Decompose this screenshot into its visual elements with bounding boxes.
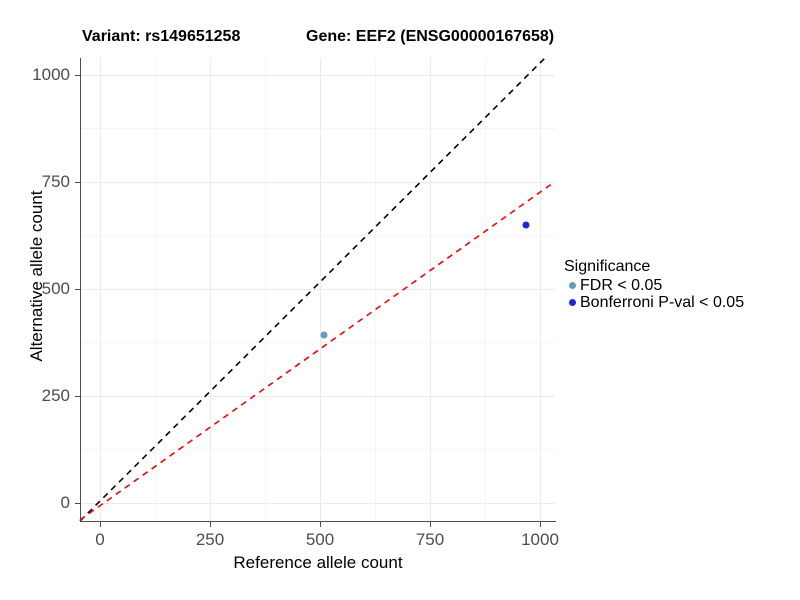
data-point-bonferroni[interactable]	[522, 221, 530, 229]
regression-line	[79, 182, 554, 521]
legend-label-fdr: FDR < 0.05	[580, 277, 663, 294]
x-ticklabel-500: 500	[305, 530, 335, 549]
x-ticklabel-750: 750	[415, 530, 445, 549]
variant-title: Variant: rs149651258	[82, 28, 241, 45]
legend-key-fdr	[564, 277, 580, 294]
legend-label-bonferroni: Bonferroni P-val < 0.05	[580, 294, 745, 311]
gridline-major-y-1000	[80, 75, 555, 76]
y-ticklabel-750: 750	[41, 172, 70, 191]
data-point-fdr[interactable]	[320, 331, 328, 339]
reference-lines	[79, 57, 554, 522]
gridline-major-y-250	[80, 396, 555, 397]
gridline-major-y-750	[80, 182, 555, 183]
circle-icon	[568, 299, 576, 306]
y-axis-title: Alternative allele count	[27, 190, 46, 362]
y-tick-0	[75, 503, 80, 504]
gridline-major-y-0	[80, 503, 555, 504]
legend-item-fdr[interactable]: FDR < 0.05	[564, 277, 744, 294]
gridline-minor-y-875	[80, 128, 555, 129]
y-tick-1000	[75, 75, 80, 76]
x-tick-1000	[540, 522, 541, 527]
x-tick-0	[100, 522, 101, 527]
legend-key-bonferroni	[564, 294, 580, 311]
y-ticklabel-250: 250	[41, 386, 70, 405]
legend-title: Significance	[564, 258, 651, 275]
x-axis-title: Reference allele count	[233, 553, 403, 572]
gridline-minor-y-375	[80, 342, 555, 343]
y-tick-250	[75, 396, 80, 397]
gene-title: Gene: EEF2 (ENSG00000167658)	[306, 28, 555, 45]
plot-panel	[79, 57, 555, 522]
x-tick-750	[430, 522, 431, 527]
x-axis-line	[80, 521, 556, 522]
x-ticklabel-1000: 1000	[521, 530, 559, 549]
x-ticklabel-0: 0	[95, 530, 105, 549]
y-ticklabel-0: 0	[60, 493, 70, 512]
x-tick-250	[210, 522, 211, 527]
x-tick-500	[320, 522, 321, 527]
gridline-major-y-500	[80, 289, 555, 290]
y-ticklabel-500: 500	[41, 279, 70, 298]
x-ticklabel-250: 250	[195, 530, 225, 549]
identity-line	[79, 57, 546, 522]
y-tick-750	[75, 182, 80, 183]
legend-item-bonferroni[interactable]: Bonferroni P-val < 0.05	[564, 294, 744, 311]
y-axis-line	[80, 58, 81, 521]
gridline-minor-y-125	[80, 449, 555, 450]
y-tick-500	[75, 289, 80, 290]
gridline-minor-y-625	[80, 235, 555, 236]
legend: Significance FDR < 0.05 Bonferroni P-val…	[564, 258, 744, 311]
y-ticklabel-1000: 1000	[32, 65, 70, 84]
circle-icon	[568, 282, 576, 289]
